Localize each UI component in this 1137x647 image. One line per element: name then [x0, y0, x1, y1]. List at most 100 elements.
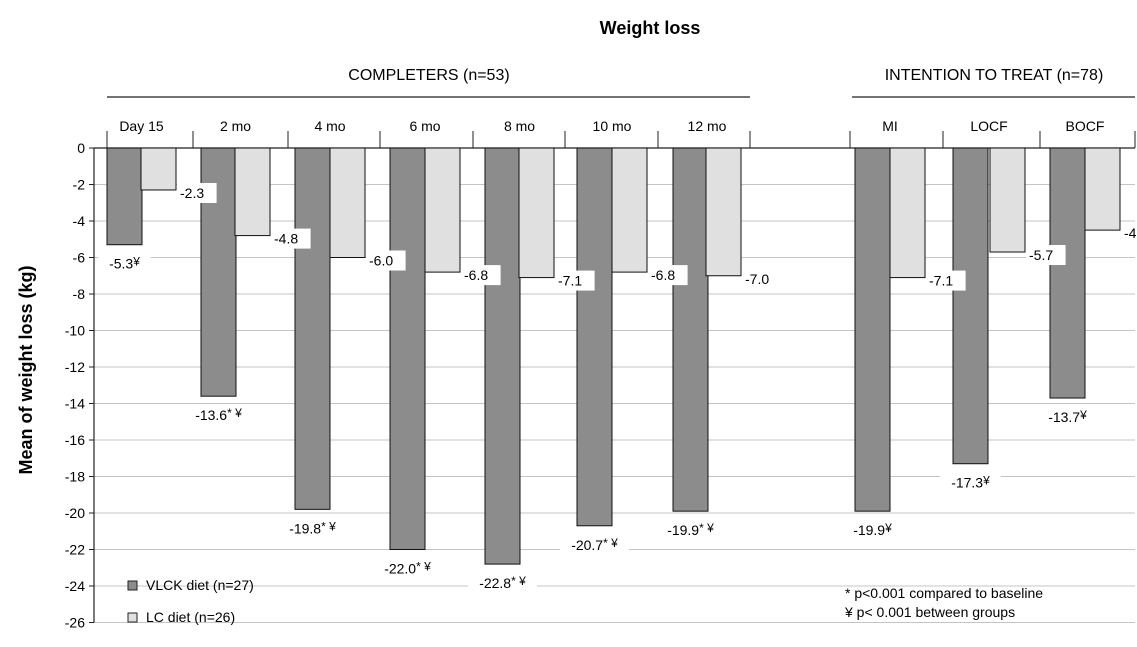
bar-lc [329, 147, 366, 258]
value-label-bg [461, 265, 501, 286]
group-label-completers: COMPLETERS (n=53) [348, 67, 509, 84]
significance-mark: * ¥ [227, 406, 242, 420]
value-label-bg [373, 558, 442, 579]
bar-lc [234, 147, 271, 237]
significance-mark: ¥ [982, 474, 990, 488]
value-label-vlck: -22.8* ¥ [479, 574, 526, 591]
y-tick-label: -10 [65, 323, 85, 339]
significance-mark: * ¥ [416, 560, 431, 574]
value-label-lc: -6.0 [369, 253, 393, 269]
value-label-lc: -7.0 [745, 271, 769, 287]
bar-lc [989, 147, 1026, 253]
value-label-bg [742, 268, 782, 289]
significance-mark: * ¥ [511, 574, 526, 588]
value-label-lc: -4.8 [274, 231, 298, 247]
y-tick-label: -6 [73, 250, 86, 266]
significance-mark: ¥ [884, 521, 892, 535]
y-tick-label: -24 [65, 578, 85, 594]
bar-vlck [672, 147, 709, 512]
value-label-bg [366, 250, 406, 271]
category-label: 6 mo [409, 118, 440, 134]
group-label-itt: INTENTION TO TREAT (n=78) [885, 67, 1104, 84]
category-label: 2 mo [220, 118, 251, 134]
value-label-bg [271, 228, 311, 249]
value-label-bg [98, 253, 151, 274]
bar-vlck [952, 147, 989, 465]
category-label: 8 mo [504, 118, 535, 134]
legend-swatch-vlck [127, 580, 138, 591]
category-label: Day 15 [119, 118, 164, 134]
value-label-bg [1037, 407, 1098, 428]
significance-mark: ¥ [132, 255, 140, 269]
y-tick-label: -8 [73, 286, 86, 302]
value-label-bg [1121, 223, 1137, 244]
y-tick-label: -16 [65, 432, 85, 448]
value-label-lc: -2.3 [180, 185, 204, 201]
value-label-vlck: -20.7* ¥ [571, 536, 618, 553]
y-axis-label: Mean of weight loss (kg) [16, 265, 36, 474]
y-tick-label: 0 [77, 140, 85, 156]
y-tick-label: -18 [65, 469, 85, 485]
value-label-lc: -4.5 [1124, 225, 1137, 241]
bar-lc [889, 147, 926, 279]
legend-label-vlck: VLCK diet (n=27) [146, 577, 254, 593]
value-label-vlck: -19.9* ¥ [667, 521, 714, 538]
value-label-lc: -6.8 [651, 267, 675, 283]
value-label-lc: -7.1 [558, 273, 582, 289]
bar-lc [518, 147, 555, 279]
y-tick-label: -12 [65, 359, 85, 375]
bar-vlck [484, 147, 521, 565]
value-label-lc: -5.7 [1029, 247, 1053, 263]
category-label: 10 mo [593, 118, 632, 134]
legend: VLCK diet (n=27) LC diet (n=26) [127, 577, 254, 625]
value-label-vlck: -5.3¥ [109, 255, 140, 272]
bar-lc [1084, 147, 1121, 231]
value-label-lc: -7.1 [929, 273, 953, 289]
y-tick-label: -26 [65, 615, 85, 631]
value-label-vlck: -22.0* ¥ [384, 560, 431, 577]
labels-layer: Day 15 -5.3¥ -2.3 2 mo -13.6* ¥ -4.8 4 mo -19.8… [98, 118, 1137, 594]
value-label-bg [177, 182, 217, 203]
value-label-bg [1026, 245, 1066, 266]
value-label-bg [842, 520, 903, 541]
value-label-bg [940, 472, 1001, 493]
bar-vlck [854, 147, 891, 512]
y-tick-label: -4 [73, 213, 86, 229]
legend-swatch-lc [127, 612, 138, 623]
significance-mark: * ¥ [603, 536, 618, 550]
bar-vlck [1049, 147, 1086, 399]
significance-mark: ¥ [1079, 408, 1087, 422]
value-label-vlck: -17.3¥ [951, 474, 990, 491]
bar-lc [705, 147, 742, 277]
bars-layer [106, 147, 1121, 565]
note-star: * p<0.001 compared to baseline [845, 585, 1043, 601]
value-label-bg [648, 265, 688, 286]
y-tick-label: -2 [73, 177, 86, 193]
significance-mark: * ¥ [699, 521, 714, 535]
category-label: BOCF [1066, 118, 1105, 134]
category-label: 12 mo [688, 118, 727, 134]
value-label-bg [656, 520, 725, 541]
bar-lc [140, 147, 177, 191]
value-label-vlck: -13.7¥ [1048, 408, 1087, 425]
value-label-vlck: -19.8* ¥ [289, 519, 336, 536]
y-tick-label: -20 [65, 505, 85, 521]
bar-vlck [576, 147, 613, 527]
value-label-bg [560, 534, 629, 555]
y-tick-label: -22 [65, 542, 85, 558]
significance-notes: * p<0.001 compared to baseline ¥ p< 0.00… [844, 585, 1043, 620]
bar-lc [611, 147, 648, 273]
chart-title: Weight loss [600, 18, 701, 38]
category-label: MI [882, 118, 898, 134]
y-tick-label: -14 [65, 396, 85, 412]
value-label-bg [555, 270, 595, 291]
category-label: LOCF [970, 118, 1007, 134]
value-label-vlck: -13.6* ¥ [195, 406, 242, 423]
value-label-bg [184, 405, 253, 426]
value-label-vlck: -19.9¥ [853, 521, 892, 538]
bar-vlck [294, 147, 331, 510]
significance-mark: * ¥ [321, 519, 336, 533]
legend-label-lc: LC diet (n=26) [146, 609, 235, 625]
value-label-lc: -6.8 [464, 267, 488, 283]
